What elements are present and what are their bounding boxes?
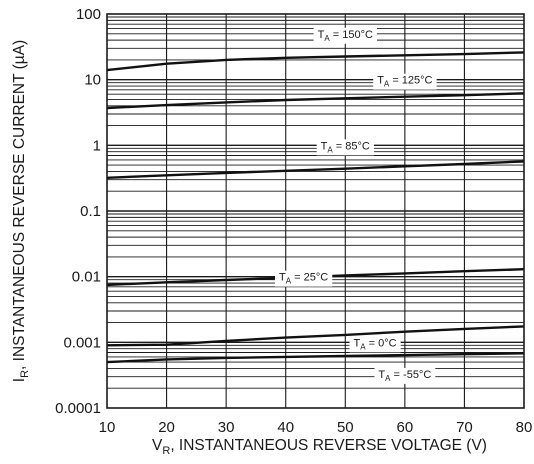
series-label-text: TA = -55°C [378,369,431,383]
series-label-text: TA = 150°C [318,29,373,43]
series-line [106,325,525,347]
x-tick-label: 10 [99,419,116,436]
series-label: TA = 150°C [313,27,377,44]
series-label-box [373,73,437,90]
series-line [106,160,525,179]
y-tick-label: 100 [76,6,101,23]
y-tick-label: 0.01 [72,269,101,286]
x-tick-label: 30 [218,419,235,436]
y-tick-label: 0.1 [80,203,101,220]
series-label-box [274,270,333,287]
series-label: TA = 85°C [316,139,374,156]
y-tick-label: 0.0001 [55,400,101,417]
series-label-box [316,139,374,156]
series-label-text: TA = 85°C [321,140,370,154]
x-tick-label: 50 [337,419,354,436]
series-label: TA = -55°C [374,367,436,384]
series-label-box [313,27,377,44]
series-label-box [374,367,436,384]
series-label-box [349,336,401,353]
series-label-text: TA = 25°C [279,272,328,286]
y-axis-label-sub: R [19,370,31,378]
series-label: TA = 0°C [349,336,401,353]
x-tick-label: 80 [516,419,533,436]
series-labels: TA = 150°C TA = 125°C TA = 85°C TA = 25°C TA… [274,27,437,384]
tick-labels: 10 20 30 40 50 60 70 80 0.0001 0.001 0.01 0.1 1 10 100 [55,6,532,436]
x-tick-label: 70 [456,419,473,436]
x-tick-label: 20 [158,419,175,436]
y-axis-label-main: I [11,378,28,382]
y-tick-label: 0.001 [63,334,101,351]
x-axis-label-main: V [152,437,163,454]
y-axis-label: IR, INSTANTANEOUS REVERSE CURRENT (µA) [11,40,31,382]
x-tick-label: 40 [277,419,294,436]
series-line [106,51,525,72]
grid-lines [107,14,524,408]
y-tick-label: 10 [84,72,101,89]
x-axis-label: VR, INSTANTANEOUS REVERSE VOLTAGE (V) [152,437,487,457]
series-line [106,352,525,364]
series-label-text: TA = 0°C [354,337,397,351]
y-axis-label-rest: , INSTANTANEOUS REVERSE CURRENT (µA) [11,40,28,370]
series-lines [106,51,525,364]
y-tick-label: 1 [93,137,101,154]
plot-frame [106,13,525,409]
x-axis-label-rest: , INSTANTANEOUS REVERSE VOLTAGE (V) [170,437,487,454]
x-axis-label-sub: R [162,445,170,457]
x-tick-label: 60 [397,419,414,436]
series-line [106,92,525,110]
series-label-text: TA = 125°C [377,75,432,89]
series-label: TA = 125°C [373,73,437,90]
series-label: TA = 25°C [274,270,333,287]
